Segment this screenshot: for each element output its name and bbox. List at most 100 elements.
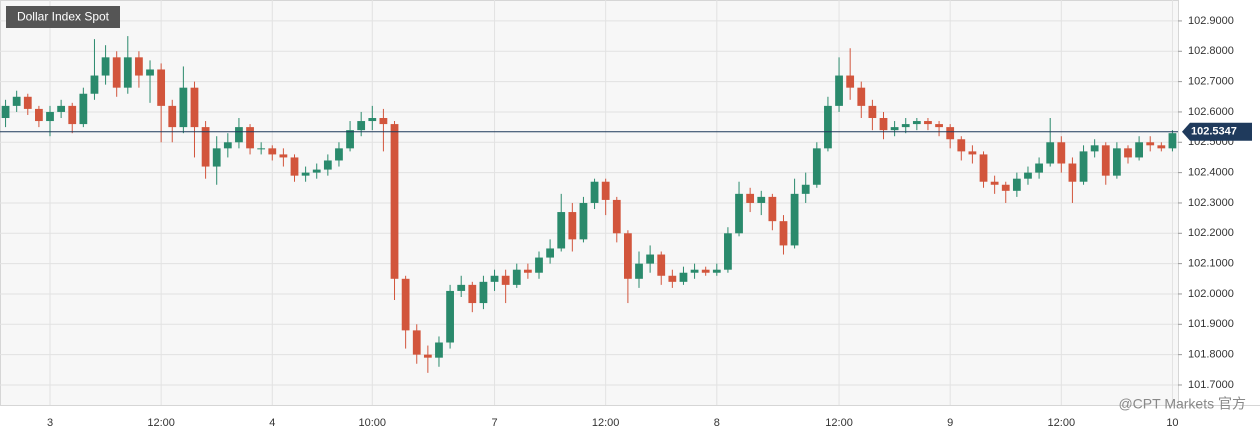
candle-body	[635, 263, 643, 279]
candle-body	[857, 87, 866, 106]
candle-body	[1146, 142, 1155, 146]
candle-body	[879, 118, 888, 131]
candle-body	[646, 254, 655, 264]
candle-body	[179, 87, 188, 128]
last-price-label: 102.5347	[1191, 126, 1237, 138]
x-tick-label: 12:00	[1048, 417, 1076, 429]
chart-title: Dollar Index Spot	[17, 10, 110, 24]
x-tick-label: 8	[714, 417, 720, 429]
candle-body	[1024, 172, 1032, 179]
candle-body	[235, 127, 243, 143]
candle-body	[357, 121, 366, 131]
candle-body	[79, 93, 88, 125]
candle-body	[257, 148, 266, 150]
candle-body	[268, 148, 277, 155]
candle-body	[624, 233, 632, 279]
candle-body	[824, 105, 832, 149]
candle-body	[835, 75, 843, 106]
candle-body	[846, 75, 855, 88]
candle-body	[135, 57, 143, 76]
candle-body	[23, 96, 32, 109]
y-tick-label: 102.4000	[1188, 167, 1234, 179]
candle-body	[279, 154, 288, 158]
candle-body	[1068, 163, 1077, 182]
candle-body	[679, 272, 688, 282]
candle-body	[612, 199, 621, 234]
candle-body	[335, 148, 343, 161]
candle-body	[601, 181, 610, 200]
candle-body	[323, 160, 332, 170]
candle-body	[1101, 145, 1110, 176]
candle-body	[568, 212, 577, 240]
candle-body	[712, 269, 721, 273]
candle-body	[868, 105, 877, 119]
candle-body	[301, 172, 310, 176]
y-tick-label: 101.9000	[1188, 318, 1234, 330]
candle-body	[724, 233, 732, 270]
candle-body	[779, 221, 788, 246]
candle-body	[912, 121, 921, 125]
candle-body	[668, 275, 677, 282]
candle-body	[435, 342, 443, 358]
candle-body	[1046, 142, 1055, 164]
x-tick-label: 12:00	[825, 417, 853, 429]
y-tick-label: 102.3000	[1188, 197, 1234, 209]
candle-body	[1112, 148, 1121, 176]
candle-body	[1135, 142, 1143, 158]
x-tick-label: 12:00	[592, 417, 620, 429]
candle-body	[212, 148, 221, 167]
candle-body	[1035, 163, 1043, 173]
candle-body	[701, 269, 710, 273]
candle-body	[1001, 184, 1010, 191]
candle-body	[457, 284, 466, 291]
candle-body	[35, 108, 43, 122]
candle-body	[57, 105, 66, 112]
candle-body	[690, 269, 699, 273]
candle-body	[190, 87, 199, 128]
candle-body	[390, 124, 399, 279]
candle-body	[935, 124, 943, 128]
candle-body	[123, 57, 132, 88]
y-tick-label: 102.9000	[1188, 15, 1234, 27]
x-tick-label: 9	[947, 417, 953, 429]
candle-body	[590, 181, 599, 203]
y-tick-label: 102.2000	[1188, 227, 1234, 239]
candle-body	[312, 169, 321, 173]
candle-body	[490, 275, 499, 282]
y-tick-label: 102.7000	[1188, 76, 1234, 88]
candle-body	[201, 127, 210, 167]
candle-body	[290, 157, 299, 176]
x-tick-label: 10:00	[359, 417, 387, 429]
candle-body	[535, 257, 543, 273]
candle-body	[368, 118, 377, 122]
candle-body	[735, 193, 743, 234]
candle-body	[168, 105, 177, 128]
candle-body	[446, 290, 454, 343]
y-tick-label: 102.8000	[1188, 45, 1234, 57]
last-price-tag	[1182, 122, 1252, 141]
candle-body	[1168, 133, 1177, 149]
candle-body	[924, 121, 932, 125]
x-tick-label: 4	[269, 417, 275, 429]
candle-body	[557, 212, 566, 249]
candle-body	[1012, 178, 1021, 191]
x-tick-label: 3	[47, 417, 53, 429]
candle-body	[968, 151, 977, 155]
candle-body	[223, 142, 232, 149]
candle-body	[412, 330, 421, 355]
y-tick-label: 102.1000	[1188, 258, 1234, 270]
candle-body	[579, 202, 588, 240]
candle-body	[790, 193, 799, 246]
candle-body	[46, 111, 54, 122]
x-tick-label: 12:00	[147, 417, 175, 429]
candle-body	[146, 69, 154, 76]
candle-body	[157, 69, 166, 106]
x-tick-label: 10	[1166, 417, 1178, 429]
candle-body	[546, 248, 554, 258]
candle-body	[801, 184, 810, 194]
candle-body	[746, 193, 755, 203]
candle-body	[423, 354, 432, 358]
candle-body	[1090, 145, 1099, 152]
candle-body	[812, 148, 821, 185]
